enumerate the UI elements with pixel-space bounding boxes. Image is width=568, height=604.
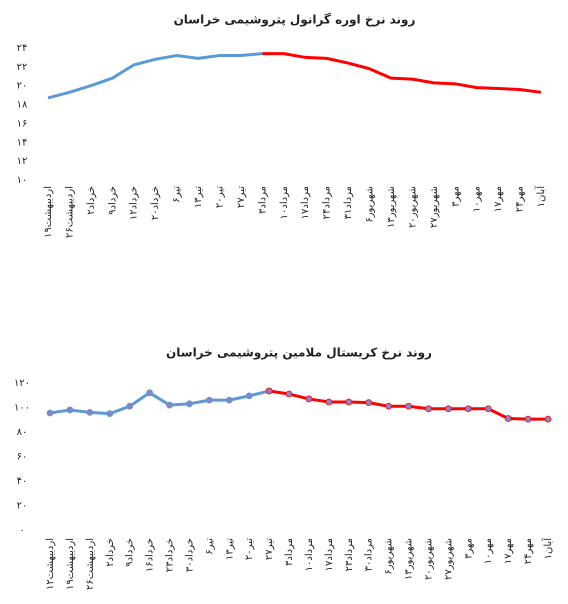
- x-tick-label: ۲۰تیر: [214, 186, 225, 208]
- x-tick-label: ۲۴مرداد: [322, 186, 333, 219]
- x-tick-label: ۱آبان: [534, 185, 547, 208]
- x-tick-label: ۱۲خرداد: [129, 186, 140, 220]
- point-marker: [205, 396, 213, 404]
- point-marker: [245, 392, 253, 400]
- point-marker: [365, 399, 373, 407]
- x-tick-label: ۱۰مرداد: [304, 538, 315, 571]
- y-tick-label: ۴۰: [17, 476, 28, 487]
- y-tick-label: ۲۰: [17, 501, 28, 512]
- x-tick-label: ۲۰خرداد: [150, 186, 161, 220]
- x-tick-label: ۳۱مرداد: [343, 186, 354, 219]
- point-marker: [504, 415, 512, 422]
- x-tick-label: ۳مرداد: [284, 538, 295, 566]
- x-tick-label: ۲۳مرداد: [344, 538, 355, 571]
- x-tick-label: ۳۰مرداد: [364, 538, 375, 571]
- x-tick-label: ۶تیر: [204, 538, 215, 555]
- point-marker: [86, 408, 94, 416]
- y-tick-label: ۸۰: [17, 427, 28, 438]
- x-tick-label: ۲۳خرداد: [165, 538, 176, 572]
- x-tick-label: ۱۶خرداد: [145, 538, 156, 572]
- point-marker: [425, 405, 432, 413]
- x-tick-label: ۱۷مهر: [503, 538, 514, 564]
- x-tick-label: ۲خرداد: [105, 538, 116, 567]
- y-tick-label: ۱۶: [17, 118, 28, 129]
- x-tick-label: ۱۳تیر: [224, 538, 235, 560]
- chart-title: روند نرخ اوره گرانول پتروشیمی خراسان: [174, 13, 416, 28]
- chart-title: روند نرخ کریستال ملامین پتروشیمی خراسان: [166, 346, 432, 361]
- point-marker: [285, 390, 293, 398]
- x-tick-label: ۱۳شهریور: [386, 186, 397, 228]
- x-tick-label: ۲۷شهریور: [429, 186, 440, 228]
- y-tick-label: ۶۰: [17, 452, 28, 463]
- x-tick-label: ۹خرداد: [125, 538, 136, 567]
- y-tick-label: ۲۲: [17, 62, 28, 73]
- point-marker: [166, 401, 173, 409]
- x-tick-label: ۳مهر: [450, 186, 461, 207]
- x-tick-label: ۱۷مرداد: [324, 538, 335, 571]
- x-tick-label: ۱۹اردیبهشت: [43, 186, 54, 238]
- x-tick-label: ۲۴مهر: [523, 538, 534, 564]
- point-marker: [146, 389, 154, 397]
- x-tick-label: ۱۰مهر: [483, 538, 494, 564]
- point-marker: [265, 387, 273, 395]
- y-tick-label: ۱۰۰: [14, 403, 30, 414]
- y-tick-label: ۱۴: [17, 137, 28, 148]
- point-marker: [305, 395, 313, 403]
- y-tick-label: ۰: [19, 525, 24, 536]
- point-marker: [106, 410, 114, 418]
- y-tick-label: ۲۰: [17, 81, 28, 92]
- x-tick-label: ۶شهریور: [365, 186, 376, 223]
- x-tick-label: ۲۰تیر: [244, 538, 255, 560]
- x-tick-label: ۲۷تیر: [236, 186, 247, 208]
- point-marker: [46, 409, 54, 417]
- x-tick-label: ۹خرداد: [107, 186, 118, 215]
- x-tick-label: ۲۷شهریور: [443, 538, 454, 580]
- point-marker: [484, 405, 492, 413]
- x-tick-label: ۱آبان: [541, 537, 554, 560]
- x-tick-label: ۳مهر: [463, 538, 474, 559]
- y-tick-label: ۱۸: [17, 100, 28, 111]
- x-tick-label: ۶تیر: [172, 186, 183, 203]
- y-tick-label: ۱۲۰: [14, 378, 30, 389]
- x-tick-label: ۳مرداد: [257, 186, 268, 214]
- x-tick-label: ۱۰مرداد: [279, 186, 290, 219]
- x-tick-label: ۲۷تیر: [264, 538, 275, 560]
- x-tick-label: ۱۷مهر: [493, 186, 504, 212]
- x-tick-label: ۱۹اردیبهشت: [65, 538, 76, 590]
- point-marker: [544, 415, 552, 423]
- point-marker: [345, 398, 353, 406]
- x-tick-label: ۱۰مهر: [472, 186, 483, 212]
- y-tick-label: ۲۴: [17, 43, 28, 54]
- y-tick-label: ۱۰: [17, 175, 28, 186]
- point-marker: [186, 400, 193, 408]
- point-marker: [66, 406, 74, 414]
- x-tick-label: ۱۷مرداد: [300, 186, 311, 219]
- series-line: [47, 52, 263, 100]
- point-marker: [325, 398, 333, 406]
- x-tick-label: ۶شهریور: [384, 538, 395, 575]
- point-marker: [385, 402, 393, 410]
- point-marker: [126, 402, 134, 410]
- x-tick-label: ۲۶اردیبهشت: [85, 538, 96, 590]
- point-marker: [524, 415, 532, 423]
- point-marker: [464, 405, 472, 413]
- x-tick-label: ۳۰خرداد: [184, 538, 195, 572]
- x-tick-label: ۲۰شهریور: [407, 186, 418, 228]
- point-marker: [444, 405, 452, 413]
- y-tick-label: ۱۲: [17, 156, 28, 167]
- series-line: [49, 389, 270, 416]
- x-tick-label: ۲۶اردیبهشت: [64, 186, 75, 238]
- x-tick-label: ۱۳تیر: [193, 186, 204, 208]
- x-tick-label: ۲۴مهر: [515, 186, 526, 212]
- x-tick-label: ۲خرداد: [86, 186, 97, 215]
- point-marker: [225, 396, 233, 404]
- series-line: [262, 52, 542, 94]
- x-tick-label: ۱۲اردیبهشت: [45, 538, 56, 590]
- x-tick-label: ۲۰شهریور: [423, 538, 434, 580]
- x-tick-label: ۱۳شهریور: [404, 538, 415, 580]
- point-marker: [405, 402, 412, 410]
